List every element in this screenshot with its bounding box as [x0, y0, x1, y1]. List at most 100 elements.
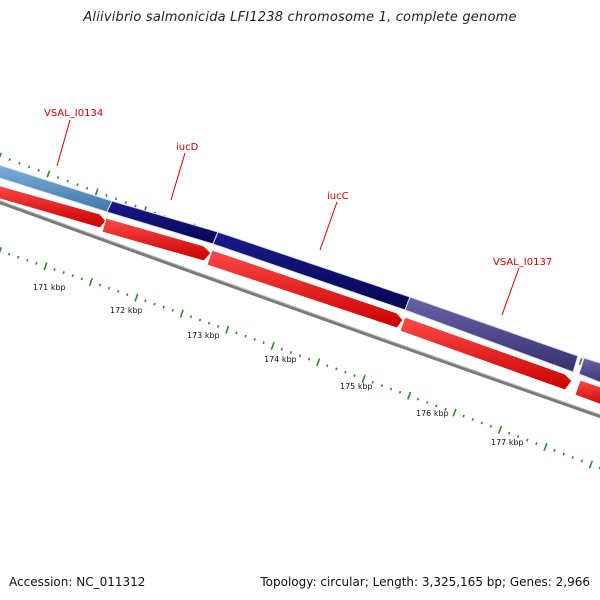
cds-arrow-2: [101, 217, 212, 262]
bottom-tick-53: [480, 421, 484, 425]
bottom-tick-15: [134, 293, 139, 302]
bottom-tick-26: [235, 331, 238, 335]
bottom-tick-48: [435, 404, 438, 408]
top-tick-60: [578, 357, 583, 366]
cds-arrow-5: [574, 379, 600, 405]
bottom-tick-6: [53, 268, 56, 271]
bottom-tick-60: [543, 443, 548, 452]
bottom-tick-33: [298, 354, 302, 358]
callout-line-iucc: [319, 201, 338, 251]
top-tick-6: [56, 176, 60, 180]
gene-callouts: [56, 119, 520, 316]
cds-arrow-1: [0, 185, 107, 229]
bottom-tick-12: [107, 286, 111, 290]
bottom-tick-1: [7, 252, 11, 256]
top-tick-8: [76, 183, 79, 187]
bottom-tick-52: [471, 418, 474, 421]
bottom-tick-17: [153, 302, 156, 306]
bottom-tick-24: [217, 324, 220, 328]
bottom-tick-9: [80, 277, 83, 281]
backbone-line: [0, 201, 600, 419]
bottom-tick-36: [326, 364, 329, 368]
bottom-tick-43: [389, 387, 393, 391]
gene-blocks: [0, 164, 600, 383]
bottom-tick-10: [88, 277, 93, 286]
top-tick-7: [66, 179, 69, 183]
cds-arrow-3: [206, 249, 404, 329]
cds-arrow-4: [399, 316, 573, 391]
bottom-tick-18: [162, 305, 165, 309]
gene-block-vsal-i0137: [404, 296, 579, 373]
gene-label-group: VSAL_I0134 iucD iucC VSAL_I0137: [44, 108, 552, 268]
bottom-tick-41: [371, 380, 374, 384]
bottom-tick-5: [43, 262, 48, 271]
top-tick-1: [8, 158, 11, 162]
bottom-tick-11: [98, 283, 102, 287]
scale-label-172: 172 kbp: [110, 306, 143, 315]
bottom-tick-20: [179, 309, 184, 318]
bottom-tick-28: [253, 337, 256, 341]
bottom-tick-row: [0, 246, 600, 470]
bottom-tick-51: [462, 414, 465, 418]
scale-label-174: 174 kbp: [264, 355, 297, 364]
bottom-tick-58: [526, 438, 529, 442]
bottom-tick-35: [316, 358, 321, 367]
bottom-tick-55: [497, 425, 503, 434]
bottom-tick-65: [588, 460, 594, 469]
bottom-tick-56: [507, 431, 511, 435]
bottom-tick-47: [426, 401, 429, 404]
scale-label-176: 176 kbp: [416, 409, 449, 418]
top-tick-14: [134, 204, 137, 208]
gene-label-vsal-i0134: VSAL_I0134: [44, 108, 103, 119]
bottom-tick-22: [198, 318, 202, 322]
top-tick-5: [46, 170, 51, 178]
bottom-tick-46: [416, 397, 420, 401]
top-tick-13: [124, 200, 127, 204]
bottom-tick-42: [380, 384, 384, 388]
bottom-tick-2: [17, 255, 20, 259]
gene-label-vsal-i0137: VSAL_I0137: [493, 257, 552, 268]
bottom-tick-16: [144, 299, 147, 303]
bottom-tick-0: [0, 246, 3, 254]
bottom-tick-40: [361, 374, 366, 383]
top-tick-4: [37, 168, 40, 172]
top-tick-11: [105, 193, 108, 197]
bottom-tick-7: [62, 271, 65, 275]
bottom-tick-19: [171, 308, 174, 312]
bottom-tick-49: [444, 407, 447, 411]
bottom-tick-57: [516, 435, 520, 439]
genome-summary-text: Topology: circular; Length: 3,325,165 bp…: [260, 575, 590, 589]
bottom-tick-38: [344, 370, 347, 374]
top-tick-12: [114, 197, 118, 201]
bottom-tick-29: [262, 341, 265, 345]
gene-label-iucd: iucD: [176, 142, 199, 153]
top-tick-10: [94, 188, 99, 196]
bottom-tick-21: [189, 315, 193, 319]
callout-line-vsal-i0134: [56, 119, 71, 167]
callout-line-vsal-i0137: [501, 267, 520, 316]
backbone-highlight: [0, 200, 600, 416]
bottom-tick-61: [553, 449, 556, 452]
scale-label-171: 171 kbp: [33, 283, 66, 292]
scale-label-177: 177 kbp: [491, 438, 524, 447]
bottom-tick-25: [225, 325, 230, 334]
bottom-tick-27: [244, 334, 247, 338]
top-tick-2: [18, 161, 21, 165]
bottom-tick-54: [489, 424, 493, 428]
bottom-tick-34: [307, 357, 311, 361]
bottom-tick-32: [289, 351, 293, 354]
bottom-tick-4: [35, 261, 38, 265]
cds-arrows: [0, 185, 600, 405]
bottom-tick-14: [126, 293, 129, 296]
top-tick-0: [0, 152, 2, 159]
accession-text: Accession: NC_011312: [9, 575, 146, 589]
bottom-tick-30: [270, 341, 275, 350]
bottom-tick-39: [353, 374, 356, 378]
bottom-tick-8: [71, 274, 74, 278]
scale-label-group: 171 kbp 172 kbp 173 kbp 174 kbp 175 kbp …: [33, 283, 524, 447]
bottom-tick-23: [207, 321, 211, 325]
bottom-tick-62: [562, 452, 565, 456]
bottom-tick-64: [580, 459, 584, 463]
bottom-tick-50: [452, 408, 457, 417]
